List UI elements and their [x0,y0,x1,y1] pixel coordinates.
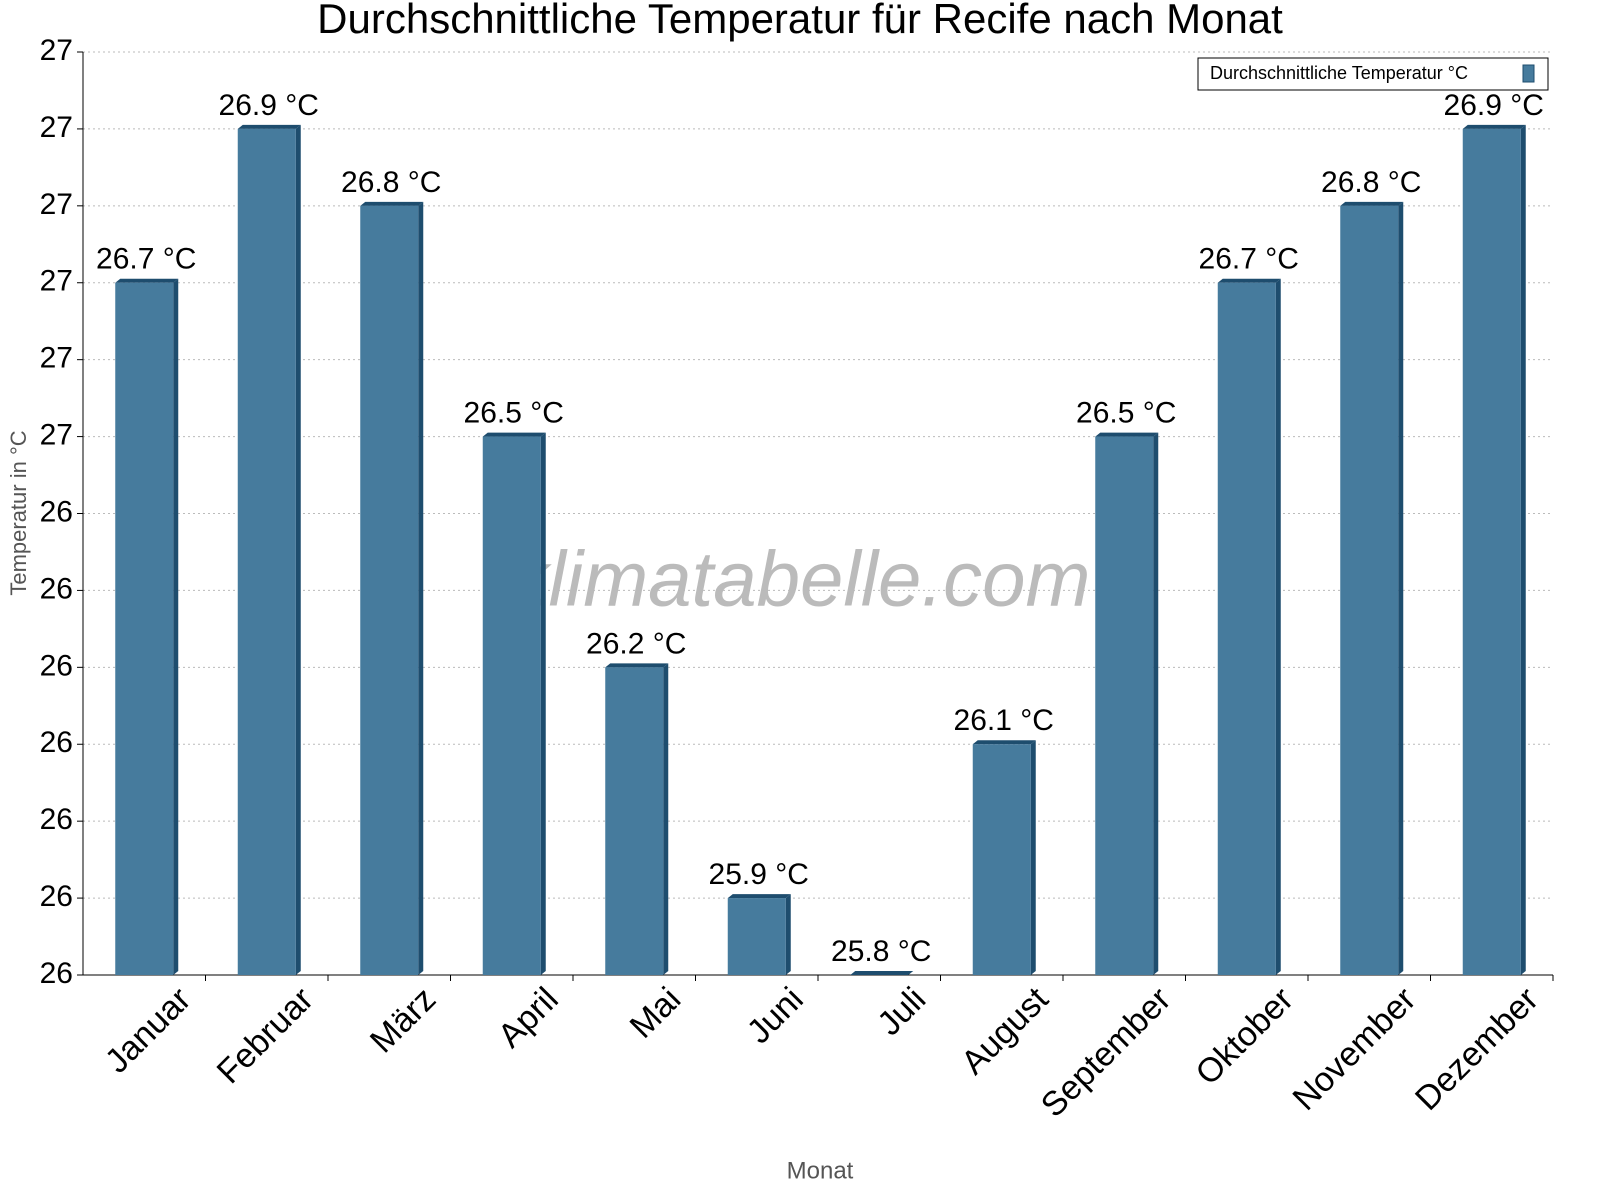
bar-top [115,278,179,283]
bar [237,128,296,975]
bar [360,205,419,976]
value-label: 25.8 °C [831,935,931,968]
y-tick-label: 27 [40,265,73,298]
bar-top [1340,201,1404,206]
value-label: 26.2 °C [586,627,686,660]
value-label: 26.9 °C [1444,89,1544,122]
value-label: 26.8 °C [341,166,441,199]
bar [115,282,174,975]
y-tick-label: 26 [40,649,73,682]
bar-side [295,124,301,975]
y-tick-label: 26 [40,495,73,528]
bar-side [1520,124,1526,975]
chart-title: Durchschnittliche Temperatur für Recife … [317,0,1283,42]
bar-side [418,201,424,976]
bar [1340,205,1399,976]
bar-top [605,663,669,668]
bar-top [1462,124,1526,129]
bar-side [1153,432,1159,975]
x-tick-label: Oktober [1188,980,1300,1092]
bar-top [482,432,546,437]
y-tick-label: 27 [40,419,73,452]
x-axis-label: Monat [787,1157,854,1184]
y-tick-label: 27 [40,34,73,67]
bar [1462,128,1521,975]
x-tick-label: März [363,980,443,1060]
bar [1095,436,1154,975]
y-axis-label: Temperatur in °C [6,430,31,595]
x-tick-label: Juli [870,980,933,1043]
bar-side [173,278,179,975]
x-tick-label: Juni [740,980,811,1051]
bar-top [360,201,424,206]
bar-top [1095,432,1159,437]
y-tick-label: 26 [40,957,73,990]
bar [972,744,1031,975]
bar-top [850,971,914,975]
value-label: 26.7 °C [1199,243,1299,276]
y-tick-label: 27 [40,111,73,144]
x-tick-label: September [1034,980,1178,1124]
legend-box [1197,57,1549,91]
value-label: 26.1 °C [954,704,1054,737]
y-tick-label: 26 [40,803,73,836]
value-label: 26.7 °C [96,243,196,276]
bar-side [540,432,546,975]
bar-side [1275,278,1281,975]
y-tick-label: 26 [40,726,73,759]
value-label: 26.8 °C [1321,166,1421,199]
y-tick-label: 27 [40,342,73,375]
x-tick-label: April [491,980,566,1055]
bar-top [972,740,1036,745]
x-tick-label: August [954,980,1056,1082]
bar-top [237,124,301,129]
y-tick-label: 26 [40,572,73,605]
bar-side [663,663,669,975]
bar [482,436,541,975]
x-tick-label: November [1285,980,1423,1118]
bar-side [785,894,791,975]
y-tick-label: 27 [40,188,73,221]
bar [605,667,664,975]
x-tick-label: Januar [98,980,198,1080]
value-label: 25.9 °C [709,858,809,891]
y-tick-label: 26 [40,880,73,913]
watermark: klimatabelle.com [510,535,1091,623]
bar-top [1217,278,1281,283]
bar-side [1030,740,1036,975]
legend-label: Durchschnittliche Temperatur °C [1210,63,1468,83]
bar-side [1398,201,1404,976]
legend-swatch [1522,64,1535,83]
x-tick-label: Mai [623,980,689,1046]
x-tick-label: Februar [210,980,321,1091]
value-label: 26.5 °C [1076,397,1176,430]
bar [1217,282,1276,975]
value-label: 26.5 °C [464,397,564,430]
value-label: 26.9 °C [219,89,319,122]
bar-top [727,894,791,899]
x-tick-label: Dezember [1408,980,1546,1118]
bar [727,898,786,975]
